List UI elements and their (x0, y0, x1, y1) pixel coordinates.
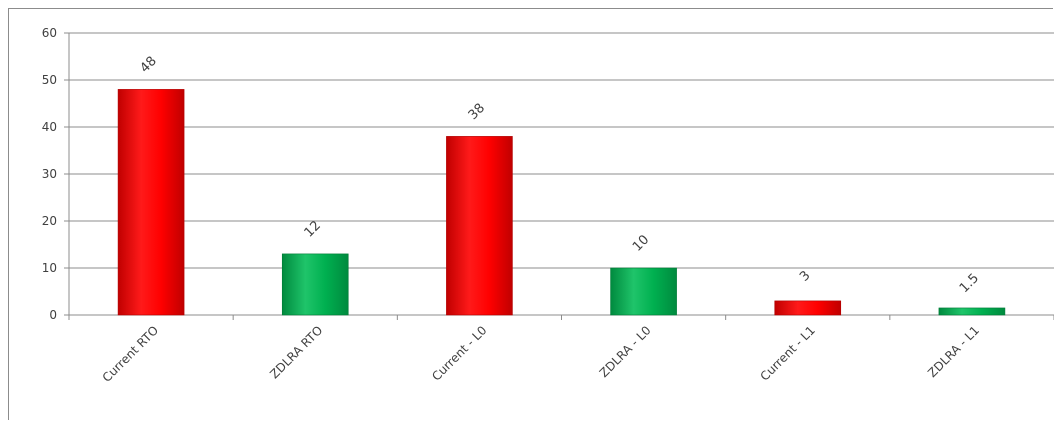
data-label: 38 (466, 101, 488, 123)
y-tick-label: 10 (42, 261, 57, 275)
category-labels: Current RTO ZDLRA RTO Current - L0 ZDLRA - … (100, 323, 982, 385)
category-label: Current - L0 (429, 323, 489, 383)
data-label: 3 (797, 268, 813, 284)
bar-current-l1 (774, 300, 842, 316)
y-tick-label: 50 (42, 73, 57, 87)
chart-frame: 0 10 20 30 40 50 60 48 12 38 10 3 1.5 Current RTO ZD… (8, 8, 1054, 420)
gridlines (69, 32, 1054, 269)
category-label: ZDLRA - L0 (597, 323, 654, 380)
bar-zdlra-rto (281, 253, 349, 316)
bar-chart: 0 10 20 30 40 50 60 48 12 38 10 3 1.5 Current RTO ZD… (42, 26, 1054, 385)
bar-zdlra-l0 (610, 267, 677, 316)
bars (117, 89, 1006, 316)
y-axis-ticks: 0 10 20 30 40 50 60 (42, 26, 69, 322)
bar-current-rto (117, 89, 185, 316)
category-label: Current - L1 (758, 323, 818, 383)
data-label: 1.5 (957, 271, 982, 296)
axes (68, 33, 1054, 320)
y-tick-label: 0 (49, 308, 57, 322)
y-tick-label: 40 (42, 120, 57, 134)
y-tick-label: 20 (42, 214, 57, 228)
data-labels: 48 12 38 10 3 1.5 (137, 54, 982, 296)
bar-current-l0 (446, 136, 513, 316)
bar-zdlra-l1 (938, 307, 1006, 316)
category-label: ZDLRA RTO (267, 323, 325, 381)
data-label: 10 (630, 232, 652, 254)
data-label: 48 (137, 54, 159, 76)
data-label: 12 (302, 218, 324, 240)
category-label: Current RTO (100, 323, 162, 385)
category-label: ZDLRA - L1 (925, 323, 982, 380)
y-tick-label: 60 (42, 26, 57, 40)
y-tick-label: 30 (42, 167, 57, 181)
